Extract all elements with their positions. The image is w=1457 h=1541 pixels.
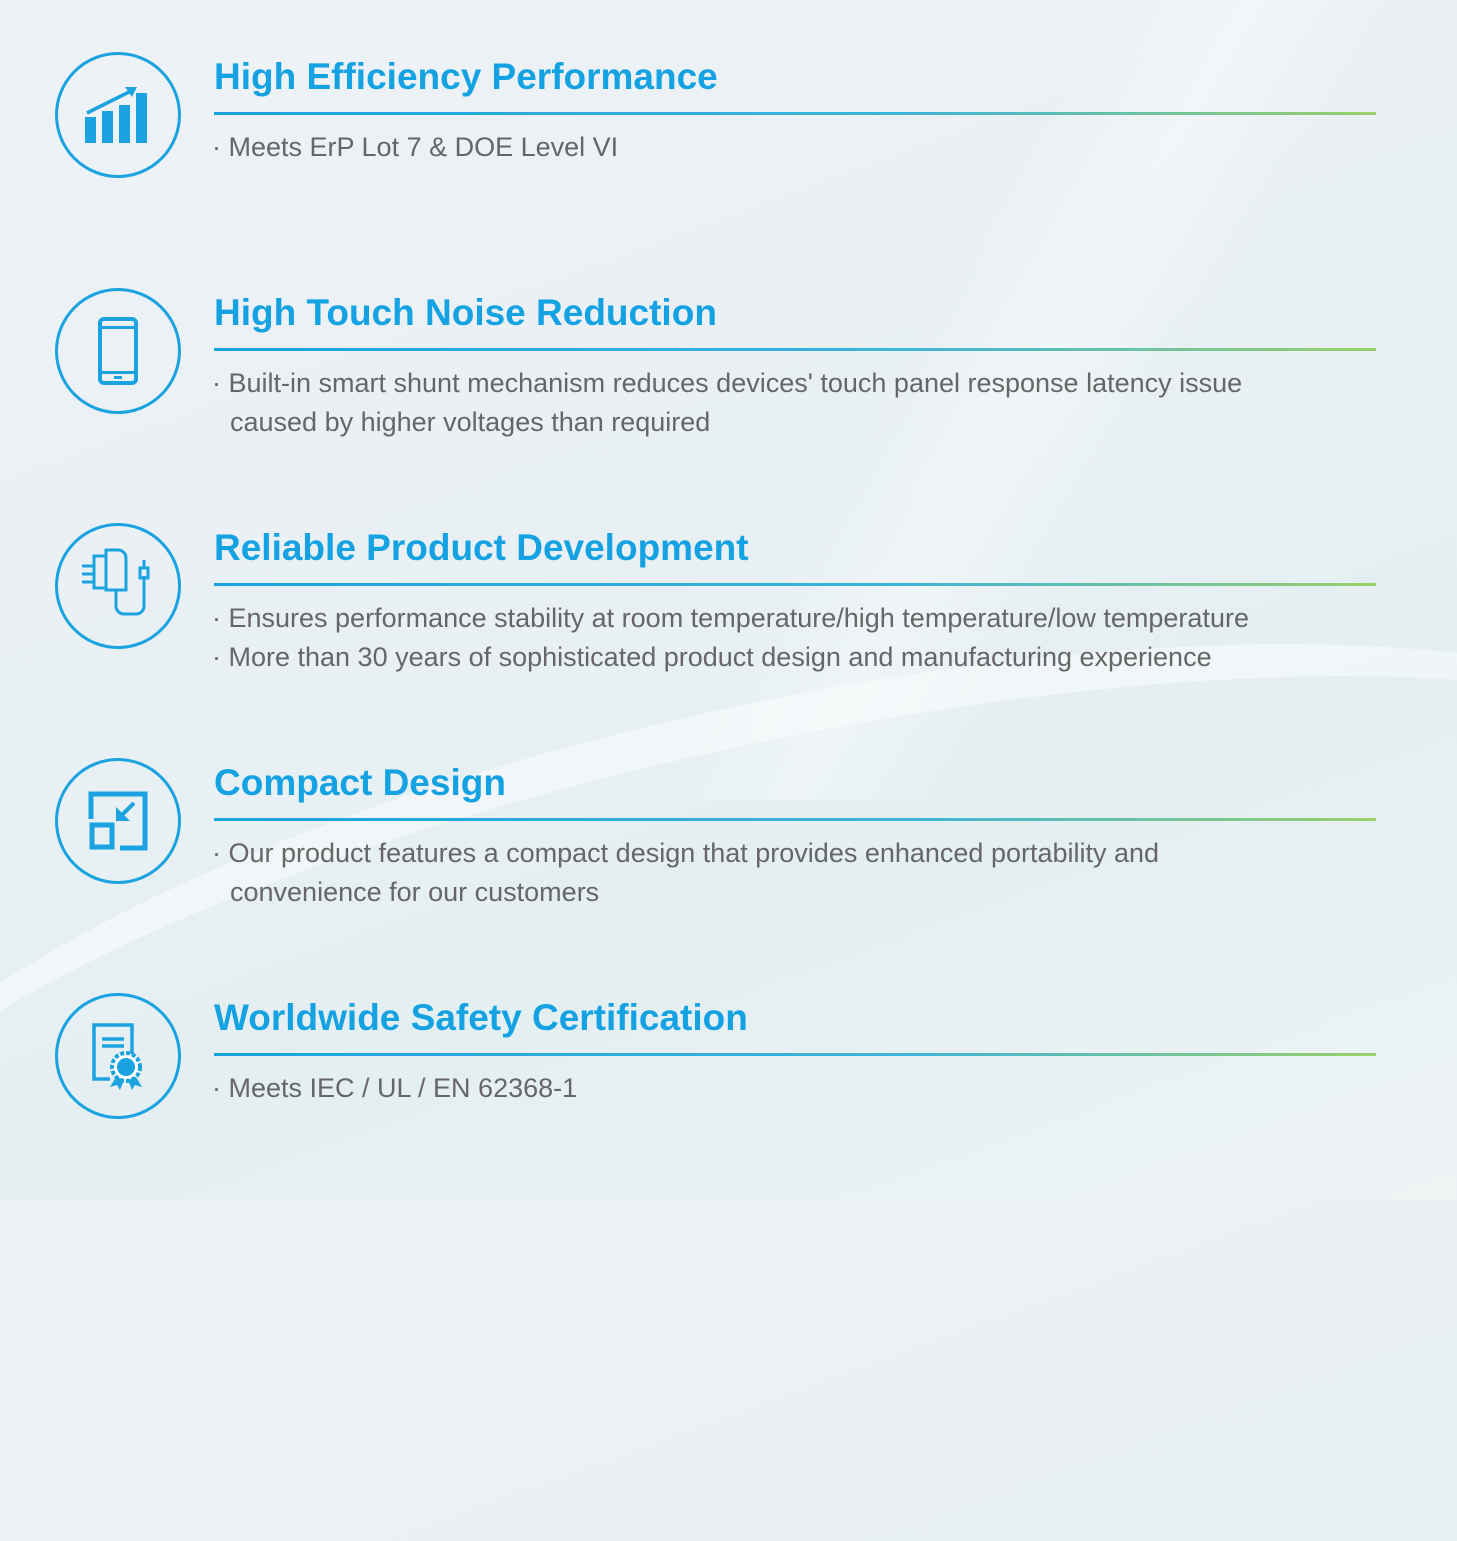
compact-resize-icon [55, 758, 181, 884]
divider [214, 348, 1376, 351]
feature-description: · Built-in smart shunt mechanism reduces… [212, 368, 1243, 437]
feature-touch-noise: High Touch Noise Reduction · Built-in sm… [0, 288, 1457, 498]
certificate-icon [55, 993, 181, 1119]
feature-description: · Meets ErP Lot 7 & DOE Level VI [212, 132, 619, 162]
feature-title: Reliable Product Development [214, 527, 749, 568]
feature-compact-design: Compact Design · Our product features a … [0, 758, 1457, 968]
feature-reliable-development: Reliable Product Development · Ensures p… [0, 523, 1457, 733]
divider [214, 1053, 1376, 1056]
feature-description: · Ensures performance stability at room … [212, 603, 1249, 672]
feature-high-efficiency: High Efficiency Performance · Meets ErP … [0, 52, 1457, 262]
divider [214, 818, 1376, 821]
feature-title: High Efficiency Performance [214, 56, 718, 97]
feature-description: · Meets IEC / UL / EN 62368-1 [212, 1073, 578, 1103]
feature-safety-certification: Worldwide Safety Certification · Meets I… [0, 993, 1457, 1203]
feature-title: High Touch Noise Reduction [214, 292, 717, 333]
background-light [600, 0, 1457, 800]
smartphone-icon [55, 288, 181, 414]
feature-description: · Our product features a compact design … [212, 838, 1160, 907]
power-adapter-icon [55, 523, 181, 649]
feature-title: Compact Design [214, 762, 506, 803]
divider [214, 583, 1376, 586]
feature-title: Worldwide Safety Certification [214, 997, 748, 1038]
divider [214, 112, 1376, 115]
bar-chart-growth-icon [55, 52, 181, 178]
